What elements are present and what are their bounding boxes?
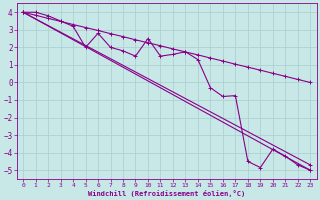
X-axis label: Windchill (Refroidissement éolien,°C): Windchill (Refroidissement éolien,°C) xyxy=(88,190,245,197)
